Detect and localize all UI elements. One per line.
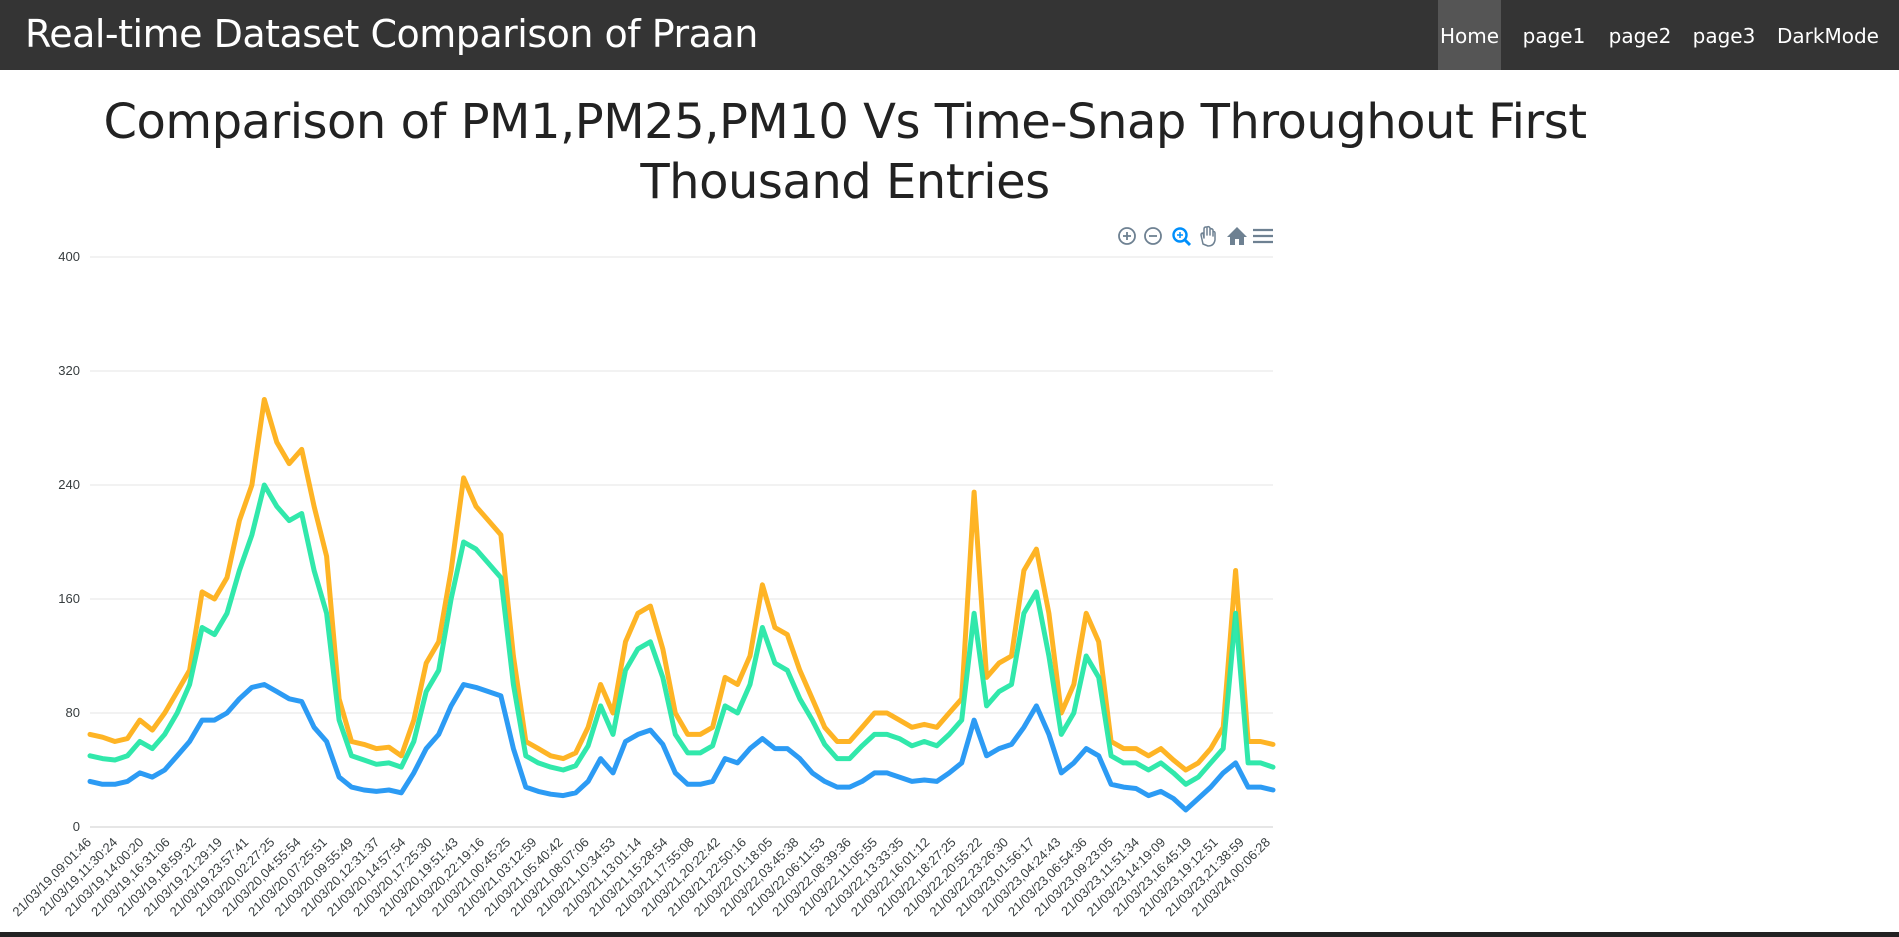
y-tick-label: 400 [58,249,80,264]
menu-icon[interactable] [1253,228,1273,244]
chart-toolbar [1118,225,1273,247]
x-axis: 21/03/19,09:01:4621/03/19,11:30:2421/03/… [9,835,1273,920]
nav-page2[interactable]: page2 [1608,24,1672,48]
nav-home[interactable]: Home [1438,0,1501,70]
series-lines [87,397,1276,813]
zoom-out-icon[interactable] [1144,227,1162,245]
navbar: Real-time Dataset Comparison of Praan Ho… [0,0,1899,70]
y-tick-label: 160 [58,591,80,606]
bottom-scrollbar-strip [0,932,1899,937]
line-chart: 0 80 160 240 320 400 21/03/19,09:01:4621/03/1… [9,225,1276,920]
nav-page3[interactable]: page3 [1692,24,1756,48]
series-line-pm10 [87,397,1276,773]
selection-zoom-icon[interactable] [1172,227,1192,247]
y-tick-label: 0 [73,819,80,834]
y-tick-label: 80 [66,705,80,720]
nav-darkmode[interactable]: DarkMode [1777,24,1879,48]
y-axis: 0 80 160 240 320 400 [58,249,80,834]
series-line-pm25 [87,482,1276,787]
series-line-pm1 [87,682,1276,813]
y-tick-label: 320 [58,363,80,378]
page-title: Comparison of PM1,PM25,PM10 Vs Time-Snap… [103,94,1587,210]
brand-title[interactable]: Real-time Dataset Comparison of Praan [25,12,758,56]
y-tick-label: 240 [58,477,80,492]
reset-home-icon[interactable] [1227,227,1247,245]
pan-icon[interactable] [1200,225,1216,247]
nav-page1[interactable]: page1 [1522,24,1586,48]
zoom-in-icon[interactable] [1118,227,1136,245]
